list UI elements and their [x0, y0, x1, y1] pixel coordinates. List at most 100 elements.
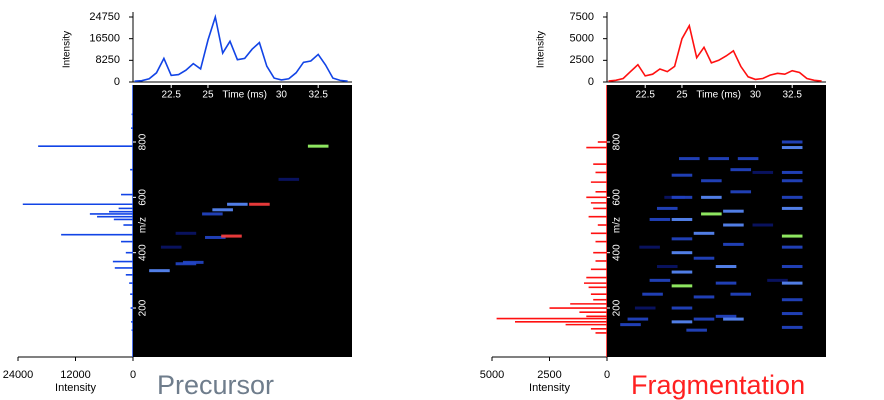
- heatmap-cell: [693, 317, 715, 321]
- heatmap-cell: [639, 245, 660, 249]
- heatmap-cell: [686, 328, 707, 332]
- heatmap-cell: [656, 206, 678, 210]
- heatmap-cell: [627, 317, 649, 321]
- y-tick-label: 600: [138, 189, 149, 206]
- x-axis-label: Intensity: [529, 382, 570, 394]
- heatmap-cell: [752, 170, 774, 174]
- heatmap-cell: [671, 217, 693, 221]
- y-tick-label: 400: [612, 244, 623, 261]
- heatmap-cell: [781, 146, 803, 150]
- heatmap-cell: [723, 209, 744, 213]
- x-tick-label: 0: [130, 369, 136, 381]
- x-tick-label: 25: [676, 90, 688, 101]
- y-tick-label: 0: [588, 76, 594, 88]
- y-axis-label: Intensity: [62, 31, 73, 68]
- heatmap-cell: [175, 231, 197, 235]
- heatmap-background: [607, 85, 826, 357]
- heatmap-cell: [671, 251, 693, 255]
- heatmap-cell: [723, 317, 744, 321]
- heatmap-cell: [715, 265, 737, 269]
- y-tick-label: 400: [138, 244, 149, 261]
- x-tick-label: 22.5: [161, 90, 181, 101]
- heatmap-cell: [307, 144, 329, 148]
- heatmap-cell: [701, 179, 722, 183]
- heatmap-cell: [737, 157, 759, 161]
- y-tick-label: 24750: [89, 11, 120, 23]
- heatmap-cell: [634, 306, 656, 310]
- x-tick-label: 30: [276, 90, 288, 101]
- y-tick-label: 8250: [96, 54, 120, 66]
- heatmap-cell: [767, 278, 788, 282]
- x-tick-label: 2500: [537, 369, 561, 381]
- panel-title: Precursor: [157, 370, 274, 400]
- x-tick-label: 22.5: [635, 90, 655, 101]
- heatmap-cell: [182, 260, 204, 264]
- heatmap-cell: [781, 195, 803, 199]
- heatmap-cell: [723, 242, 744, 246]
- heatmap-cell: [693, 256, 715, 260]
- x-axis-label: Time (ms): [222, 90, 267, 101]
- y-tick-label: 5000: [570, 33, 594, 45]
- x-tick-label: 5000: [480, 369, 504, 381]
- heatmap-cell: [701, 212, 722, 216]
- heatmap-cell: [781, 140, 803, 144]
- heatmap-cell: [671, 173, 693, 177]
- heatmap-cell: [671, 284, 693, 288]
- heatmap-cell: [781, 325, 803, 329]
- x-tick-label: 25: [202, 90, 214, 101]
- x-tick-label: 24000: [3, 369, 34, 381]
- heatmap-cell: [671, 320, 693, 324]
- y-tick-label: 200: [612, 299, 623, 316]
- heatmap-cell: [642, 292, 663, 296]
- heatmap-cell: [781, 179, 803, 183]
- intensity-trace: [134, 13, 348, 82]
- heatmap-cell: [781, 170, 803, 174]
- heatmap-cell: [708, 157, 729, 161]
- y-tick-label: 7500: [570, 11, 594, 23]
- heatmap-cell: [781, 234, 803, 238]
- y-axis-label: m/z: [612, 217, 623, 233]
- x-tick-label: 32.5: [308, 90, 328, 101]
- x-axis-label: Intensity: [55, 382, 96, 394]
- y-tick-label: 800: [612, 133, 623, 150]
- heatmap-cell: [781, 281, 803, 285]
- heatmap-cell: [781, 312, 803, 316]
- heatmap-cell: [715, 314, 737, 318]
- x-axis-label: Time (ms): [696, 90, 741, 101]
- heatmap-cell: [781, 245, 803, 249]
- heatmap-cell: [781, 298, 803, 302]
- y-tick-label: 16500: [89, 33, 120, 45]
- x-tick-label: 0: [604, 369, 610, 381]
- intensity-trace: [608, 23, 822, 82]
- y-tick-label: 200: [138, 299, 149, 316]
- heatmap-cell: [656, 265, 678, 269]
- heatmap-cell: [249, 202, 270, 206]
- heatmap-cell: [227, 202, 248, 206]
- x-tick-label: 32.5: [782, 90, 802, 101]
- x-tick-label: 30: [750, 90, 762, 101]
- y-tick-label: 600: [612, 189, 623, 206]
- x-tick-label: 12000: [60, 369, 91, 381]
- heatmap-cell: [752, 223, 774, 227]
- heatmap-cell: [671, 306, 693, 310]
- heatmap-cell: [693, 231, 715, 235]
- heatmap-cell: [715, 281, 737, 285]
- heatmap-cell: [205, 235, 226, 239]
- heatmap-cell: [160, 245, 182, 249]
- heatmap-cell: [730, 292, 752, 296]
- heatmap-cell: [679, 157, 700, 161]
- heatmap-cell: [723, 223, 744, 227]
- heatmap-cell: [671, 237, 693, 241]
- heatmap-cell: [701, 195, 722, 199]
- heatmap-background: [133, 85, 352, 357]
- heatmap-cell: [781, 206, 803, 210]
- y-tick-label: 2500: [570, 54, 594, 66]
- heatmap-cell: [278, 177, 300, 181]
- heatmap-cell: [212, 208, 233, 212]
- y-tick-label: 0: [114, 76, 120, 88]
- heatmap-cell: [730, 190, 752, 194]
- heatmap-cell: [671, 195, 693, 199]
- heatmap-cell: [730, 168, 752, 172]
- heatmap-cell: [202, 212, 223, 216]
